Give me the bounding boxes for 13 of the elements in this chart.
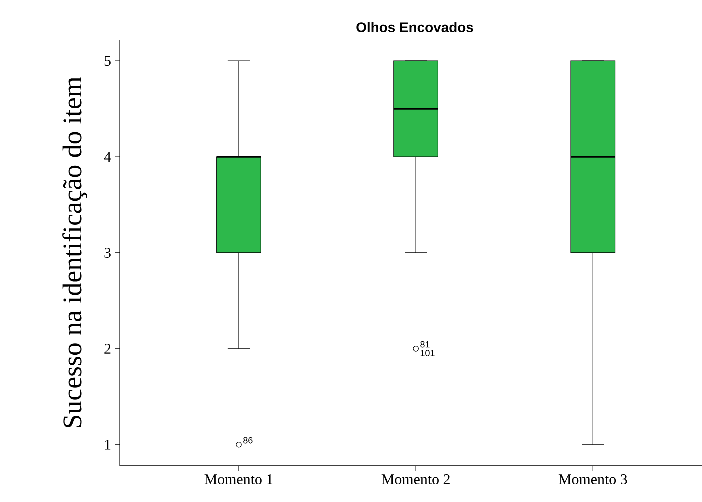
y-tick-label: 2 xyxy=(104,344,111,354)
y-tick-label: 1 xyxy=(105,440,111,450)
y-axis-title: Sucesso na identificação do item xyxy=(62,77,88,428)
annotation: 81 xyxy=(420,341,430,348)
chart-title: Olhos Encovados xyxy=(356,22,474,32)
annotation: 101 xyxy=(420,350,435,356)
x-tick-label: Momento 3 xyxy=(558,474,628,485)
x-tick-label: Momento 1 xyxy=(204,474,273,485)
x-tick-label: Momento 2 xyxy=(382,474,450,485)
y-tick-label: 5 xyxy=(104,56,111,66)
annotation: 86 xyxy=(244,437,253,444)
y-tick-label: 4 xyxy=(104,152,112,162)
y-tick-label: 3 xyxy=(104,248,111,258)
